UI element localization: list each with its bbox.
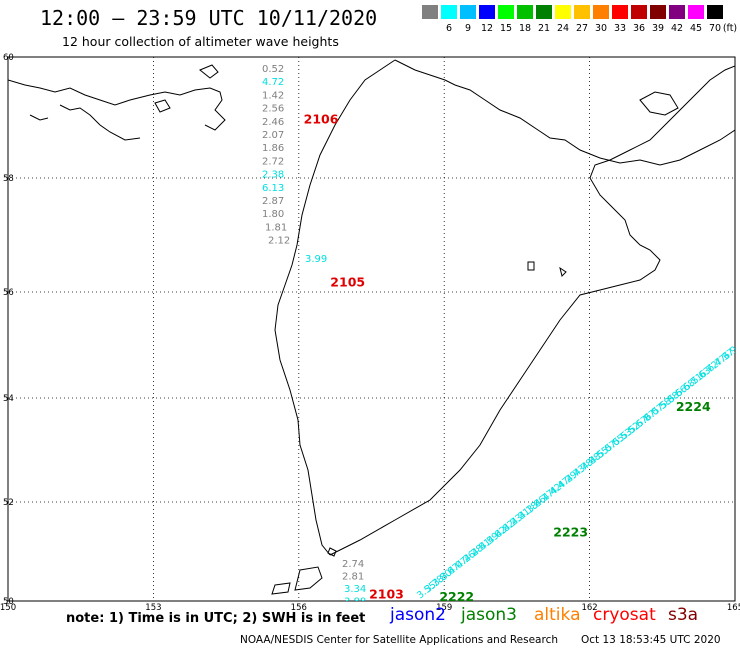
scale-tick-45: 45 — [689, 23, 703, 34]
graticule — [8, 57, 735, 601]
scale-tick-70: 70 — [708, 23, 722, 34]
swh-value: 0.52 — [262, 64, 284, 75]
scale-swatch-3 — [479, 5, 495, 19]
coastline — [8, 59, 735, 595]
scale-tick-36: 36 — [632, 23, 646, 34]
mission-cryosat: cryosat — [593, 605, 656, 625]
scale-swatch-14 — [688, 5, 704, 19]
scale-tick-6: 6 — [445, 23, 453, 34]
scale-swatch-7 — [555, 5, 571, 19]
pass-label-2222: 2222 — [439, 589, 474, 604]
swh-value: 2.46 — [262, 117, 284, 128]
scale-swatch-10 — [612, 5, 628, 19]
scale-swatch-0 — [422, 5, 438, 19]
map-frame — [7, 56, 736, 602]
pass-label-2223: 2223 — [553, 525, 588, 540]
scale-swatch-1 — [441, 5, 457, 19]
swh-value: 6.13 — [262, 183, 284, 194]
scale-tick-18: 18 — [518, 23, 532, 34]
mission-jason3: jason3 — [461, 605, 517, 625]
credit-line: NOAA/NESDIS Center for Satellite Applica… — [240, 634, 558, 646]
generation-timestamp: Oct 13 18:53:45 UTC 2020 — [581, 634, 721, 646]
pass-label-2224: 2224 — [676, 399, 711, 414]
swh-value: 3.99 — [305, 254, 327, 265]
mission-jason2: jason2 — [390, 605, 446, 625]
scale-swatch-2 — [460, 5, 476, 19]
lat-label-50: 50 — [3, 597, 14, 607]
swh-value: 1.80 — [262, 209, 284, 220]
mission-altika: altika — [534, 605, 581, 625]
scale-swatch-4 — [498, 5, 514, 19]
footer-note: note: 1) Time is in UTC; 2) SWH is in fe… — [66, 611, 366, 626]
scale-unit-label: (ft) — [722, 23, 738, 34]
pass-label-2106: 2106 — [304, 112, 339, 127]
lon-label-153: 153 — [145, 603, 161, 613]
scale-swatch-9 — [593, 5, 609, 19]
lat-label-52: 52 — [3, 498, 14, 508]
swh-value: 2.07 — [262, 130, 284, 141]
lon-label-150: 150 — [0, 603, 16, 613]
lon-label-156: 156 — [291, 603, 307, 613]
map-title: 12:00 – 23:59 UTC 10/11/2020 — [40, 6, 378, 30]
swh-value: 2.81 — [342, 572, 364, 583]
scale-swatch-11 — [631, 5, 647, 19]
lon-label-162: 162 — [581, 603, 597, 613]
scale-swatch-6 — [536, 5, 552, 19]
swh-value: 1.81 — [265, 222, 287, 233]
lat-label-58: 58 — [3, 174, 14, 184]
scale-tick-12: 12 — [480, 23, 494, 34]
swh-value: 3.88 — [344, 597, 366, 608]
scale-tick-21: 21 — [537, 23, 551, 34]
scale-tick-39: 39 — [651, 23, 665, 34]
lon-label-159: 159 — [436, 603, 452, 613]
map-subtitle: 12 hour collection of altimeter wave hei… — [62, 34, 339, 49]
pass-label-2105: 2105 — [330, 274, 365, 289]
scale-tick-33: 33 — [613, 23, 627, 34]
lat-label-56: 56 — [3, 288, 14, 298]
scale-tick-42: 42 — [670, 23, 684, 34]
scale-tick-30: 30 — [594, 23, 608, 34]
swh-value: 1.86 — [262, 143, 284, 154]
scale-tick-27: 27 — [575, 23, 589, 34]
swh-value: 2.87 — [262, 196, 284, 207]
swh-value: 1.42 — [262, 90, 284, 101]
swh-value: 2.74 — [342, 559, 364, 570]
swh-value: 2.38 — [262, 170, 284, 181]
scale-swatch-15 — [707, 5, 723, 19]
scale-tick-15: 15 — [499, 23, 513, 34]
scale-tick-24: 24 — [556, 23, 570, 34]
swh-value: 2.12 — [268, 236, 290, 247]
scale-swatch-13 — [669, 5, 685, 19]
swh-value: 3.34 — [344, 584, 366, 595]
scale-swatch-8 — [574, 5, 590, 19]
mission-s3a: s3a — [668, 605, 699, 625]
lon-label-165: 165 — [727, 603, 740, 613]
swh-value: 2.56 — [262, 104, 284, 115]
lat-label-54: 54 — [3, 394, 14, 404]
swh-value: 2.72 — [262, 156, 284, 167]
lat-label-60: 60 — [3, 53, 14, 63]
scale-swatch-5 — [517, 5, 533, 19]
scale-tick-9: 9 — [464, 23, 472, 34]
scale-swatch-12 — [650, 5, 666, 19]
pass-label-2103: 2103 — [369, 587, 404, 602]
swh-value: 4.72 — [262, 77, 284, 88]
